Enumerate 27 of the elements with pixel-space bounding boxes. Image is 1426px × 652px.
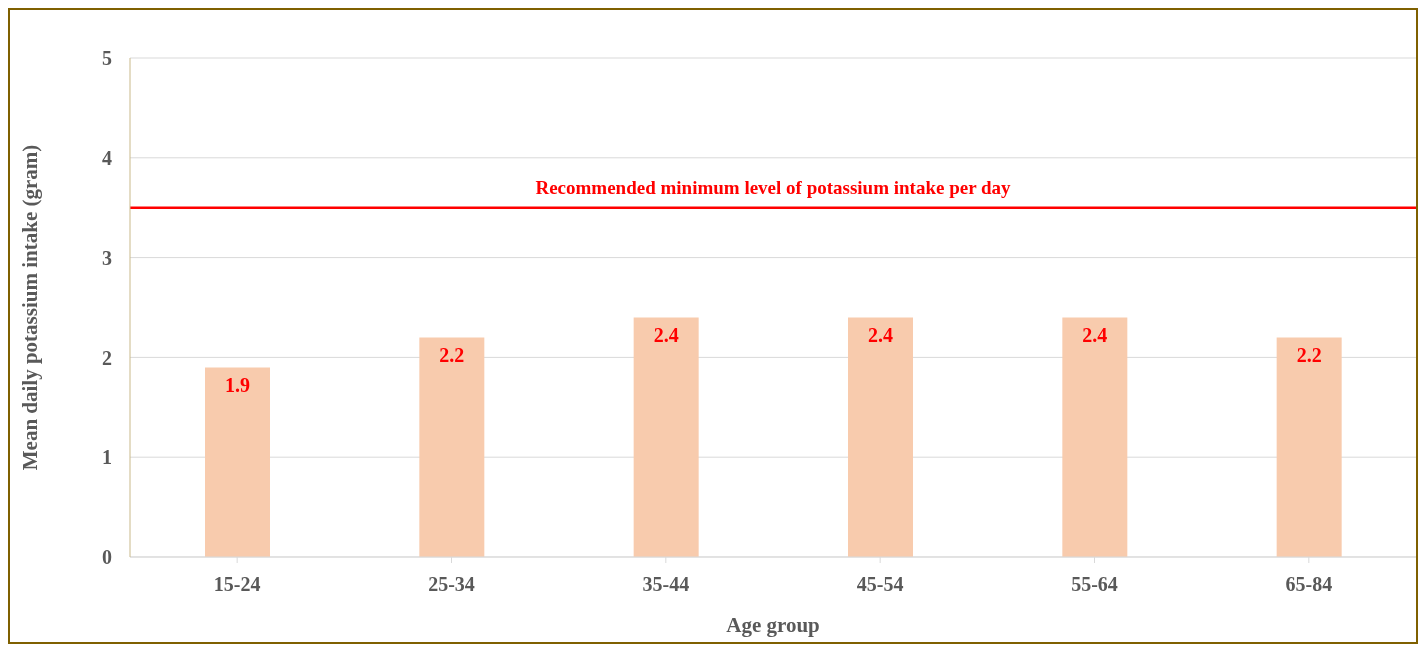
data-label: 1.9 — [225, 373, 250, 396]
y-tick-label: 1 — [102, 446, 112, 469]
y-tick-label: 0 — [102, 546, 112, 569]
y-tick-label: 2 — [102, 346, 112, 369]
data-label: 2.2 — [439, 343, 465, 366]
x-tick-label: 45-54 — [856, 573, 904, 596]
ref-line-label: Recommended minimum level of potassium intake per day — [535, 176, 1012, 198]
x-tick-label: 55-64 — [1071, 573, 1118, 596]
y-tick-label: 3 — [102, 246, 112, 269]
bar — [419, 337, 485, 557]
data-label: 2.4 — [653, 323, 679, 346]
x-tick-label: 65-84 — [1285, 573, 1333, 596]
x-tick-label: 35-44 — [642, 573, 690, 596]
bar — [1062, 317, 1128, 557]
bar — [1276, 337, 1342, 557]
x-axis-title: Age group — [726, 613, 820, 637]
y-tick-label: 4 — [102, 146, 112, 169]
x-tick-label: 25-34 — [428, 573, 475, 596]
bar — [633, 317, 699, 557]
data-label: 2.2 — [1296, 343, 1322, 366]
y-axis-title: Mean daily potassium intake (gram) — [18, 144, 43, 471]
bar — [205, 367, 270, 557]
y-tick-label: 5 — [102, 47, 112, 70]
bar — [848, 317, 913, 557]
data-label: 2.4 — [1082, 323, 1108, 346]
data-label: 2.4 — [868, 323, 893, 346]
x-tick-label: 15-24 — [213, 573, 261, 596]
